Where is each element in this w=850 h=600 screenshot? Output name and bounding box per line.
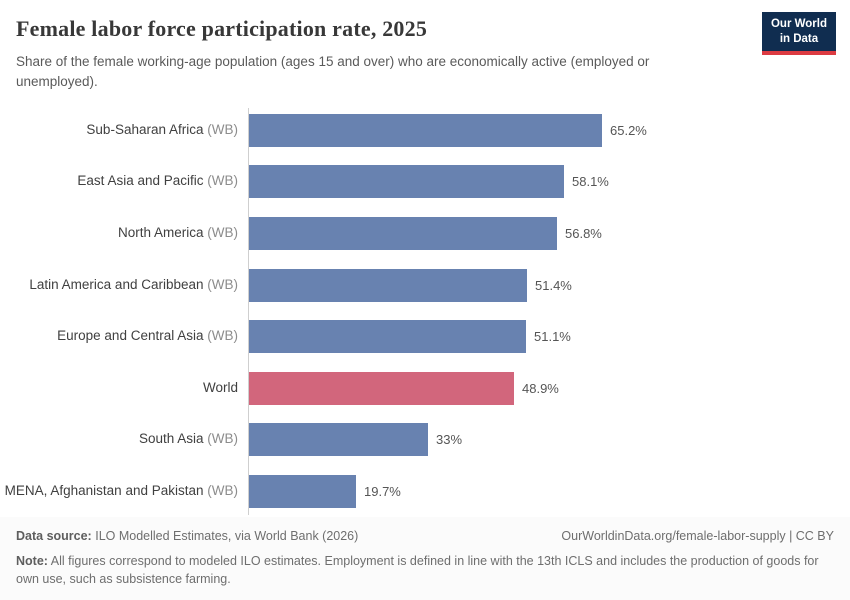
category-suffix: (WB) xyxy=(203,173,238,189)
category-suffix: (WB) xyxy=(203,225,238,241)
note-text: All figures correspond to modeled ILO es… xyxy=(16,553,819,586)
bar-track: 65.2% xyxy=(248,113,850,147)
value-label: 48.9% xyxy=(522,380,559,396)
bar-track: 51.4% xyxy=(248,268,850,302)
chart-row: World 48.9% xyxy=(0,362,850,414)
category-label: Europe and Central Asia (WB) xyxy=(0,328,248,345)
category-label: MENA, Afghanistan and Pakistan (WB) xyxy=(0,483,248,500)
chart-rows: Sub-Saharan Africa (WB) 65.2% East Asia an… xyxy=(0,105,850,518)
category-label: North America (WB) xyxy=(0,225,248,242)
category-name: World xyxy=(202,379,238,395)
category-suffix: (WB) xyxy=(203,431,238,447)
page-title: Female labor force participation rate, 2… xyxy=(16,16,428,41)
chart-row: Latin America and Caribbean (WB) 51.4% xyxy=(0,259,850,311)
chart-row: Sub-Saharan Africa (WB) 65.2% xyxy=(0,105,850,157)
bar-track: 33% xyxy=(248,423,850,457)
value-label: 33% xyxy=(436,432,463,448)
chart-footer: Data source: ILO Modelled Estimates, via… xyxy=(0,516,850,600)
owid-logo-line2: in Data xyxy=(779,32,819,45)
value-label: 51.4% xyxy=(535,277,572,293)
chart-row: Europe and Central Asia (WB) 51.1% xyxy=(0,311,850,363)
bar-chart: Sub-Saharan Africa (WB) 65.2% East Asia an… xyxy=(0,105,850,518)
data-source: Data source: ILO Modelled Estimates, via… xyxy=(16,529,358,543)
chart-row: MENA, Afghanistan and Pakistan (WB) 19.7% xyxy=(0,466,850,518)
bar-track: 58.1% xyxy=(248,165,850,199)
value-label: 19.7% xyxy=(364,483,401,499)
category-name: North America xyxy=(117,225,204,241)
bar-track: 19.7% xyxy=(248,474,850,508)
category-label: Latin America and Caribbean (WB) xyxy=(0,277,248,294)
chart-note: Note: All figures correspond to modeled … xyxy=(16,552,834,588)
bar-track: 48.9% xyxy=(248,371,850,405)
chart-header: Female labor force participation rate, 2… xyxy=(0,0,850,93)
bar[interactable] xyxy=(249,113,602,147)
category-suffix: (WB) xyxy=(203,276,238,292)
category-name: MENA, Afghanistan and Pakistan xyxy=(4,483,204,499)
category-label: Sub-Saharan Africa (WB) xyxy=(0,122,248,139)
value-label: 51.1% xyxy=(534,329,571,345)
note-label: Note: xyxy=(16,553,48,568)
chart-row: North America (WB) 56.8% xyxy=(0,208,850,260)
y-axis-line xyxy=(248,107,249,515)
category-suffix: (WB) xyxy=(203,121,238,137)
citation-link[interactable]: OurWorldinData.org/female-labor-supply |… xyxy=(561,528,834,543)
bar[interactable] xyxy=(249,474,356,508)
bar[interactable] xyxy=(249,268,527,302)
bar[interactable] xyxy=(249,423,428,457)
value-label: 56.8% xyxy=(565,225,602,241)
chart-row: East Asia and Pacific (WB) 58.1% xyxy=(0,156,850,208)
bar[interactable] xyxy=(249,165,564,199)
bar-track: 51.1% xyxy=(248,320,850,354)
value-label: 58.1% xyxy=(572,174,609,190)
owid-logo-line1: Our World xyxy=(770,18,827,30)
category-name: Latin America and Caribbean xyxy=(29,276,204,292)
category-name: Sub-Saharan Africa xyxy=(86,121,204,137)
owid-logo[interactable]: Our World in Data xyxy=(761,12,836,55)
bar-track: 56.8% xyxy=(248,216,850,250)
value-label: 65.2% xyxy=(610,122,647,138)
category-name: East Asia and Pacific xyxy=(77,173,204,189)
chart-row: South Asia (WB) 33% xyxy=(0,414,850,466)
data-source-text: ILO Modelled Estimates, via World Bank (… xyxy=(95,528,359,543)
category-label: World xyxy=(0,380,248,397)
data-source-label: Data source: xyxy=(16,528,92,543)
category-label: East Asia and Pacific (WB) xyxy=(0,173,248,190)
category-name: South Asia xyxy=(138,431,204,447)
bar[interactable] xyxy=(249,216,557,250)
bar[interactable] xyxy=(249,320,526,354)
bar[interactable] xyxy=(249,371,514,405)
category-suffix: (WB) xyxy=(203,328,238,344)
category-suffix: (WB) xyxy=(203,483,238,499)
category-label: South Asia (WB) xyxy=(0,431,248,448)
chart-subtitle: Share of the female working-age populati… xyxy=(16,54,650,90)
category-name: Europe and Central Asia xyxy=(57,328,204,344)
